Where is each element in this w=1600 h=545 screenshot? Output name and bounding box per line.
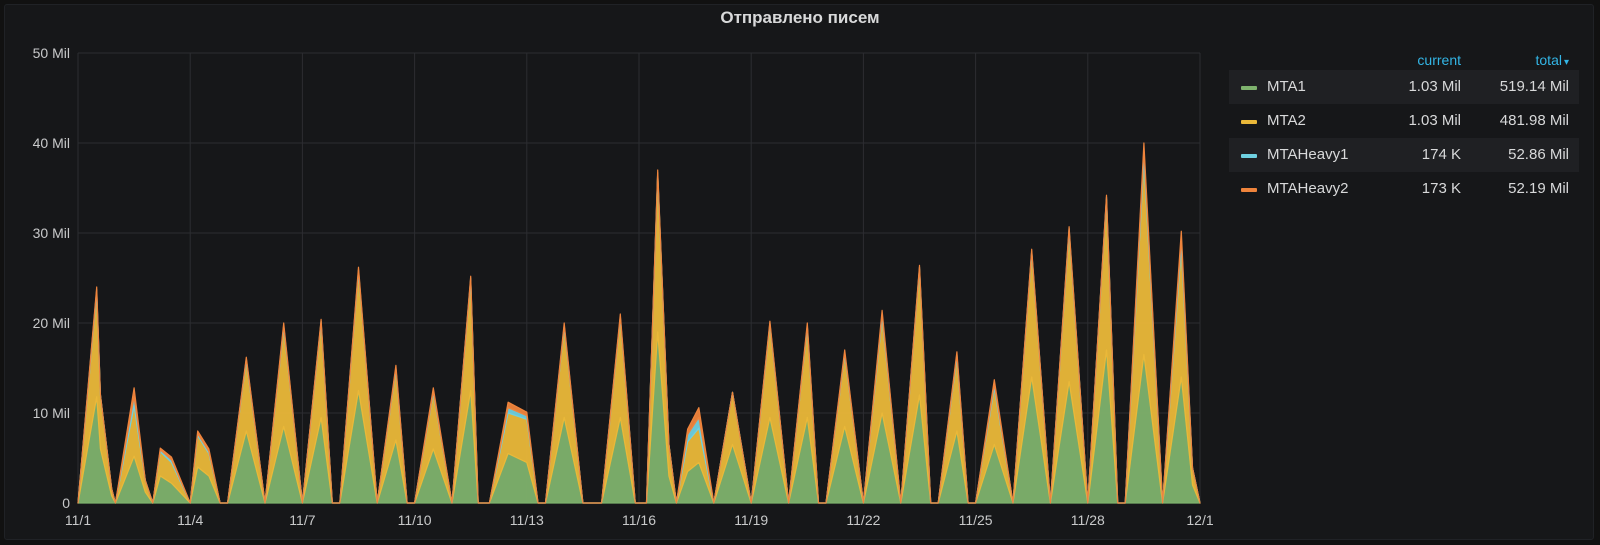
stacked-area-chart[interactable]: 0 10 Mil 20 Mil 30 Mil 40 Mil 50 Mil 11/1 11/4… [0, 0, 1230, 545]
legend-column-total[interactable]: total ▾ [1536, 52, 1570, 68]
x-tick-label: 11/25 [959, 512, 993, 528]
x-tick-label: 11/13 [510, 512, 544, 528]
legend-header: current total ▾ [1229, 50, 1579, 70]
caret-down-icon: ▾ [1563, 57, 1569, 68]
legend-series-name[interactable]: MTA2 [1267, 112, 1306, 129]
x-axis: 11/1 11/4 11/7 11/10 11/13 11/16 11/19 11/22 11/… [65, 512, 1214, 528]
legend-column-total-label: total [1535, 52, 1562, 68]
y-axis: 0 10 Mil 20 Mil 30 Mil 40 Mil 50 Mil [33, 45, 71, 511]
x-tick-label: 11/7 [289, 512, 315, 528]
legend-current-value: 174 K [1421, 146, 1461, 163]
legend-item-mtaheavy1[interactable]: MTAHeavy1 174 K 52.86 Mil [1229, 138, 1579, 172]
y-tick-label: 0 [62, 495, 70, 511]
legend-series-name[interactable]: MTA1 [1267, 78, 1306, 95]
x-tick-label: 11/16 [622, 512, 656, 528]
x-tick-label: 11/19 [734, 512, 768, 528]
chart-areas [77, 142, 1201, 504]
legend-total-value: 52.86 Mil [1508, 146, 1569, 163]
legend-series-name[interactable]: MTAHeavy1 [1267, 146, 1349, 163]
legend-rows: MTA1 1.03 Mil 519.14 Mil MTA2 1.03 Mil 481.98… [1229, 70, 1579, 206]
panel-title[interactable]: Отправлено писем [720, 8, 880, 27]
legend-current-value: 1.03 Mil [1408, 78, 1461, 95]
x-tick-label: 11/1 [65, 512, 91, 528]
y-tick-label: 20 Mil [33, 315, 70, 331]
x-tick-label: 11/28 [1071, 512, 1105, 528]
legend-current-value: 1.03 Mil [1408, 112, 1461, 129]
legend-swatch[interactable] [1241, 154, 1257, 158]
y-tick-label: 50 Mil [33, 45, 70, 61]
legend-swatch[interactable] [1241, 86, 1257, 90]
x-tick-label: 11/22 [846, 512, 880, 528]
legend-item-mta1[interactable]: MTA1 1.03 Mil 519.14 Mil [1229, 70, 1579, 104]
x-tick-label: 11/4 [177, 512, 203, 528]
legend-total-value: 52.19 Mil [1508, 180, 1569, 197]
legend-series-name[interactable]: MTAHeavy2 [1267, 180, 1349, 197]
legend-swatch[interactable] [1241, 188, 1257, 192]
legend-total-value: 519.14 Mil [1499, 78, 1569, 95]
x-tick-label: 12/1 [1186, 512, 1213, 528]
legend-total-value: 481.98 Mil [1499, 112, 1569, 129]
legend-swatch[interactable] [1241, 120, 1257, 124]
x-tick-label: 11/10 [398, 512, 432, 528]
y-tick-label: 40 Mil [33, 135, 70, 151]
y-tick-label: 30 Mil [33, 225, 70, 241]
legend-current-value: 173 K [1421, 180, 1461, 197]
chart-grid [77, 52, 1201, 504]
legend: current total ▾ MTA1 1.03 Mil 519.14 Mil MTA… [1229, 50, 1579, 206]
area-mtaheavy2 [77, 142, 1201, 504]
legend-column-current[interactable]: current [1417, 52, 1461, 68]
legend-item-mta2[interactable]: MTA2 1.03 Mil 481.98 Mil [1229, 104, 1579, 138]
y-tick-label: 10 Mil [33, 405, 70, 421]
legend-item-mtaheavy2[interactable]: MTAHeavy2 173 K 52.19 Mil [1229, 172, 1579, 206]
